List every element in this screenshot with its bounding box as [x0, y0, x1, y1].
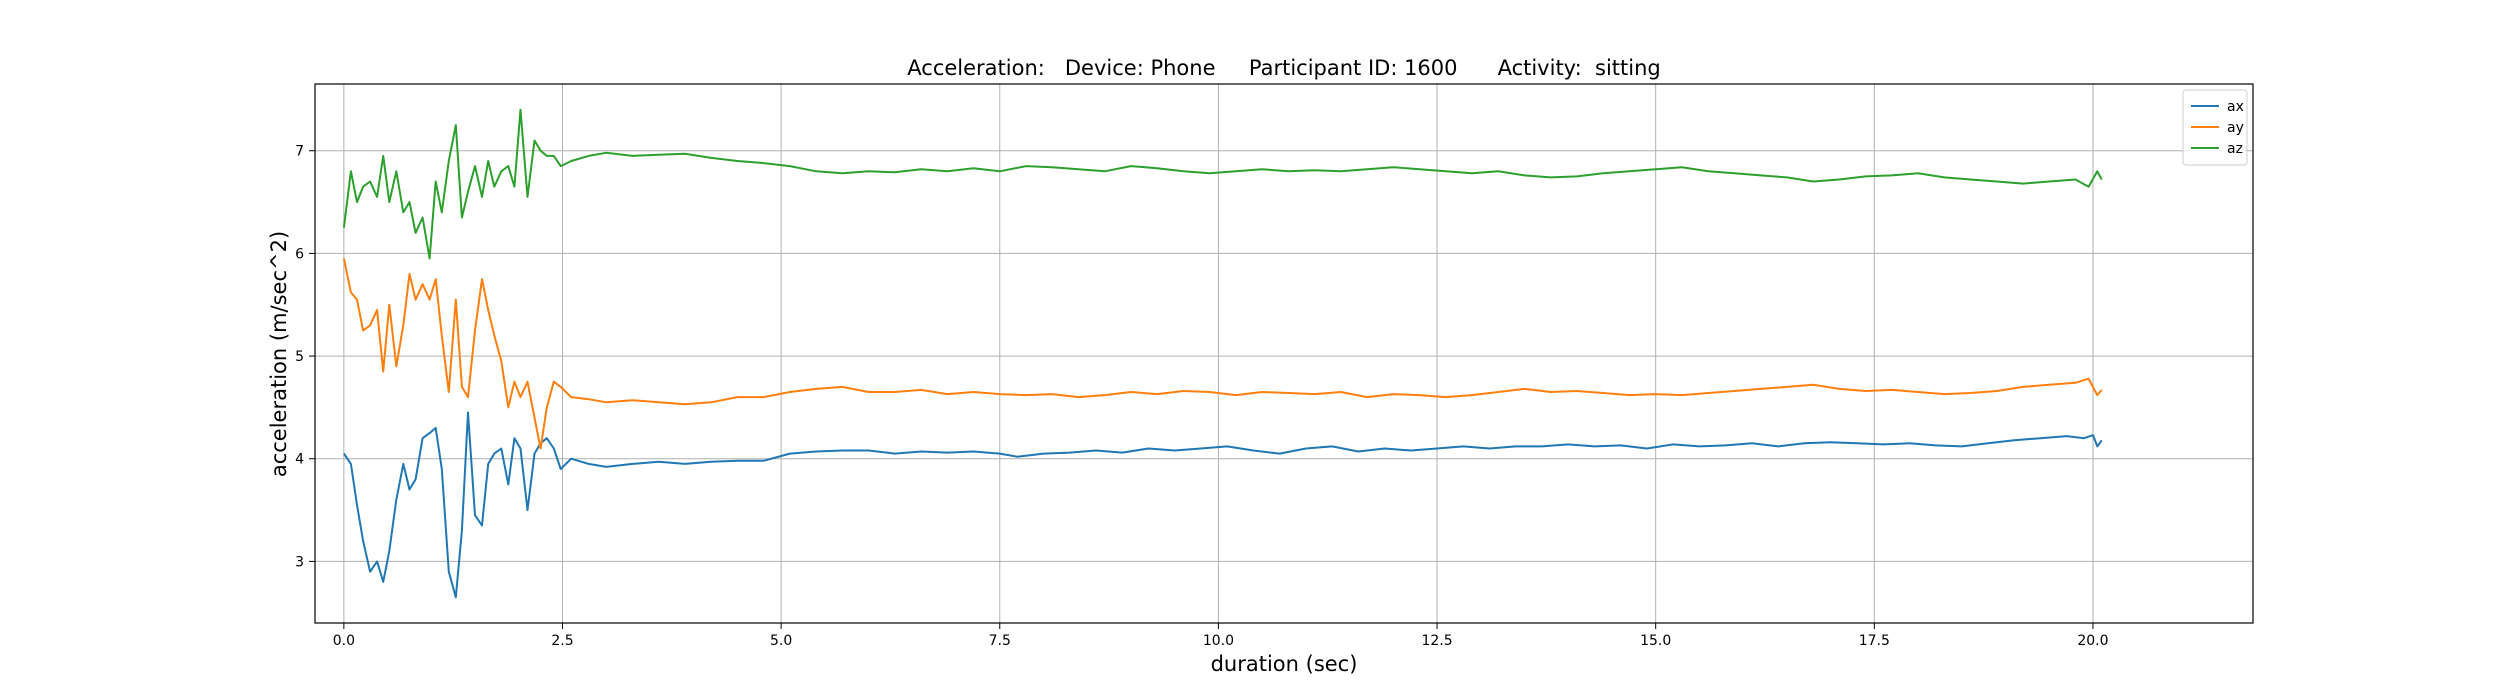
x-tick-label: 15.0 [1640, 633, 1671, 649]
x-tick-label: 7.5 [989, 633, 1011, 649]
series-lines [342, 108, 2103, 599]
y-tick-label: 4 [295, 452, 304, 468]
x-tick-label: 10.0 [1203, 633, 1234, 649]
y-tick-label: 3 [295, 554, 304, 570]
x-tick-label: 5.0 [770, 633, 792, 649]
legend-label-az: az [2227, 141, 2243, 157]
plot-area-frame [314, 83, 2254, 624]
x-tick-label: 2.5 [551, 633, 573, 649]
x-tick-label: 20.0 [2077, 633, 2108, 649]
y-axis-label: acceleration (m/sec^2) [267, 231, 291, 477]
legend-label-ax: ax [2227, 99, 2244, 115]
x-axis-ticks: 0.0 2.5 5.0 7.5 10.0 12.5 15.0 17.5 20.0 [333, 623, 2109, 649]
x-tick-label: 17.5 [1859, 633, 1890, 649]
series-line-ax [343, 411, 2103, 599]
y-tick-label: 7 [295, 144, 304, 160]
x-axis-label: duration (sec) [1211, 652, 1358, 676]
grid-lines [315, 84, 2253, 623]
series-line-ay [342, 258, 2103, 450]
legend-label-ay: ay [2227, 120, 2244, 136]
y-tick-label: 6 [295, 246, 304, 262]
x-tick-label: 12.5 [1421, 633, 1452, 649]
y-axis-ticks: 3 4 5 6 7 [295, 144, 315, 570]
series-line-az [342, 108, 2103, 260]
chart-title: Acceleration: Device: Phone Participant … [907, 56, 1660, 80]
y-tick-label: 5 [295, 349, 304, 365]
x-tick-label: 0.0 [333, 633, 355, 649]
legend: ax ay az [2182, 89, 2248, 166]
